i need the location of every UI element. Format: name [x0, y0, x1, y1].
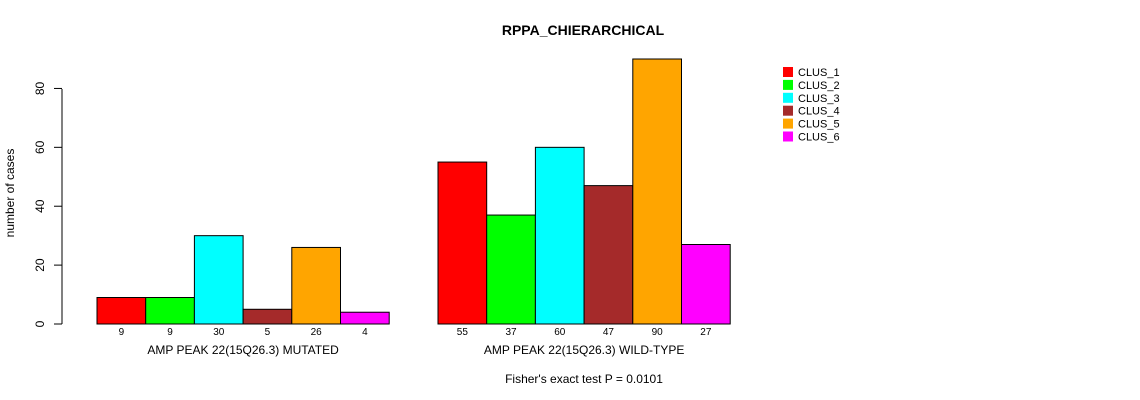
- bar-count-label: 27: [700, 327, 712, 338]
- group-label: AMP PEAK 22(15Q26.3) WILD-TYPE: [484, 343, 685, 357]
- chart-title: RPPA_CHIERARCHICAL: [502, 22, 665, 38]
- legend-swatch: [783, 105, 793, 116]
- bar-count-label: 60: [554, 327, 566, 338]
- legend-swatch: [783, 118, 793, 129]
- bar-clus-1: [96, 297, 147, 325]
- y-ticks: 0 20 40 60 80: [33, 81, 62, 327]
- legend-label: CLUS_4: [798, 106, 840, 118]
- bar-clus-6: [340, 311, 390, 325]
- bar-clus-2: [486, 214, 536, 325]
- legend-swatch: [783, 67, 793, 77]
- footnote: Fisher's exact test P = 0.0101: [505, 372, 663, 386]
- bar-count-label: 4: [362, 327, 368, 338]
- bar-clus-3: [193, 235, 244, 325]
- legend-label: CLUS_1: [798, 67, 840, 79]
- bar-count-label: 26: [311, 327, 323, 338]
- bar-count-label: 37: [505, 327, 517, 338]
- legend-swatch: [783, 131, 793, 142]
- bar-count-label: 9: [119, 327, 125, 338]
- legend-swatch: [783, 92, 793, 103]
- group-labels: AMP PEAK 22(15Q26.3) MUTATED AMP PEAK 22(…: [147, 343, 684, 357]
- bar-clus-5: [632, 58, 682, 325]
- count-labels: 9 9 30 5 26 4 55 37 60 47 90 27: [119, 327, 712, 338]
- bar-count-label: 55: [457, 327, 469, 338]
- y-tick-label: 0: [33, 320, 47, 327]
- bar-count-label: 90: [652, 327, 664, 338]
- bar-clus-5: [291, 246, 341, 325]
- bar-clus-6: [681, 244, 731, 325]
- bar-count-label: 9: [167, 327, 173, 338]
- y-tick-label: 80: [33, 81, 47, 95]
- group-label: AMP PEAK 22(15Q26.3) MUTATED: [147, 343, 339, 357]
- y-tick-label: 40: [33, 199, 47, 213]
- bar-clus-4: [242, 308, 293, 325]
- bar-count-label: 30: [213, 327, 225, 338]
- bar-clus-3: [534, 146, 585, 325]
- bar-clus-2: [145, 297, 195, 325]
- legend-label: CLUS_5: [798, 119, 840, 131]
- legend-swatch: [783, 79, 793, 90]
- bar-count-label: 5: [265, 327, 271, 338]
- legend-label: CLUS_6: [798, 132, 840, 144]
- bar-clus-1: [437, 161, 488, 325]
- legend-label: CLUS_3: [798, 93, 840, 105]
- bar-clus-4: [583, 185, 634, 325]
- y-axis-label: number of cases: [3, 149, 17, 238]
- bar-count-label: 47: [603, 327, 615, 338]
- legend-label: CLUS_2: [798, 80, 840, 92]
- y-tick-label: 20: [33, 258, 47, 272]
- y-tick-label: 60: [33, 140, 47, 154]
- bars: [96, 58, 731, 325]
